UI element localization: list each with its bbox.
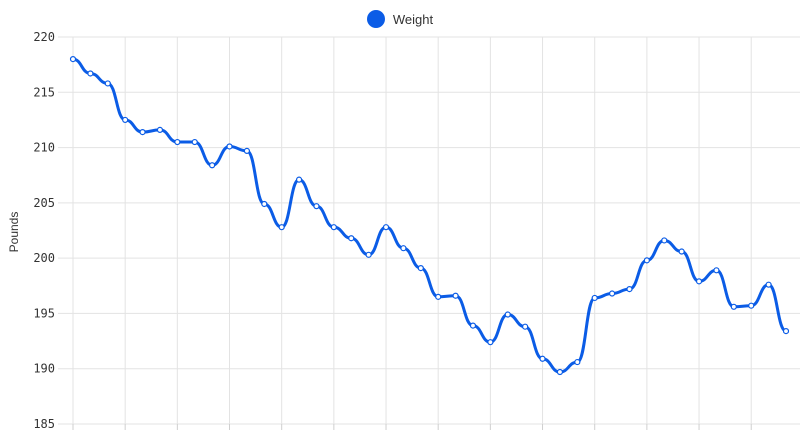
data-point [643, 257, 650, 264]
y-tick-label: 185 [33, 417, 55, 431]
data-point [782, 328, 790, 335]
data-point [122, 116, 129, 124]
data-point [661, 237, 668, 244]
data-point [539, 355, 546, 362]
data-point [226, 143, 233, 150]
data-point [191, 138, 198, 146]
data-point [139, 128, 146, 136]
data-point [156, 126, 164, 133]
y-tick-label: 215 [33, 85, 55, 99]
data-point [678, 248, 685, 255]
data-point [504, 311, 511, 318]
data-point [243, 147, 251, 154]
data-point [209, 162, 216, 169]
data-point [278, 224, 285, 231]
data-point [556, 368, 564, 376]
data-point [348, 235, 355, 242]
data-point [87, 70, 94, 77]
data-point [574, 358, 581, 366]
data-point [469, 322, 477, 329]
data-point [365, 251, 372, 258]
y-tick-label: 190 [33, 362, 55, 376]
y-tick-label: 220 [33, 30, 55, 44]
data-point [295, 176, 303, 183]
data-point [713, 267, 720, 274]
legend-label-weight: Weight [392, 11, 434, 27]
data-point [522, 323, 529, 330]
series-line-weight [72, 57, 787, 374]
data-point [400, 245, 407, 252]
data-point [730, 303, 737, 310]
data-point [69, 56, 77, 63]
data-point [104, 80, 111, 87]
data-point [487, 339, 494, 346]
legend[interactable]: Weight [0, 10, 800, 28]
data-point [591, 294, 598, 302]
data-point [765, 281, 772, 288]
data-point [435, 293, 442, 300]
data-point [313, 203, 320, 210]
data-point [174, 138, 181, 146]
data-point [261, 200, 268, 208]
y-tick-label: 195 [33, 306, 55, 320]
y-tick-label: 210 [33, 141, 55, 155]
y-tick-label: 200 [33, 251, 55, 265]
data-point [330, 224, 337, 231]
legend-swatch-weight [366, 10, 385, 28]
data-point [417, 264, 424, 272]
data-point [748, 302, 755, 309]
y-axis-label: Pounds [7, 211, 22, 253]
data-point [608, 290, 616, 297]
data-point [382, 224, 390, 231]
data-point [626, 286, 633, 293]
y-tick-label: 205 [33, 196, 55, 210]
data-point [695, 278, 703, 285]
data-point [452, 292, 459, 299]
